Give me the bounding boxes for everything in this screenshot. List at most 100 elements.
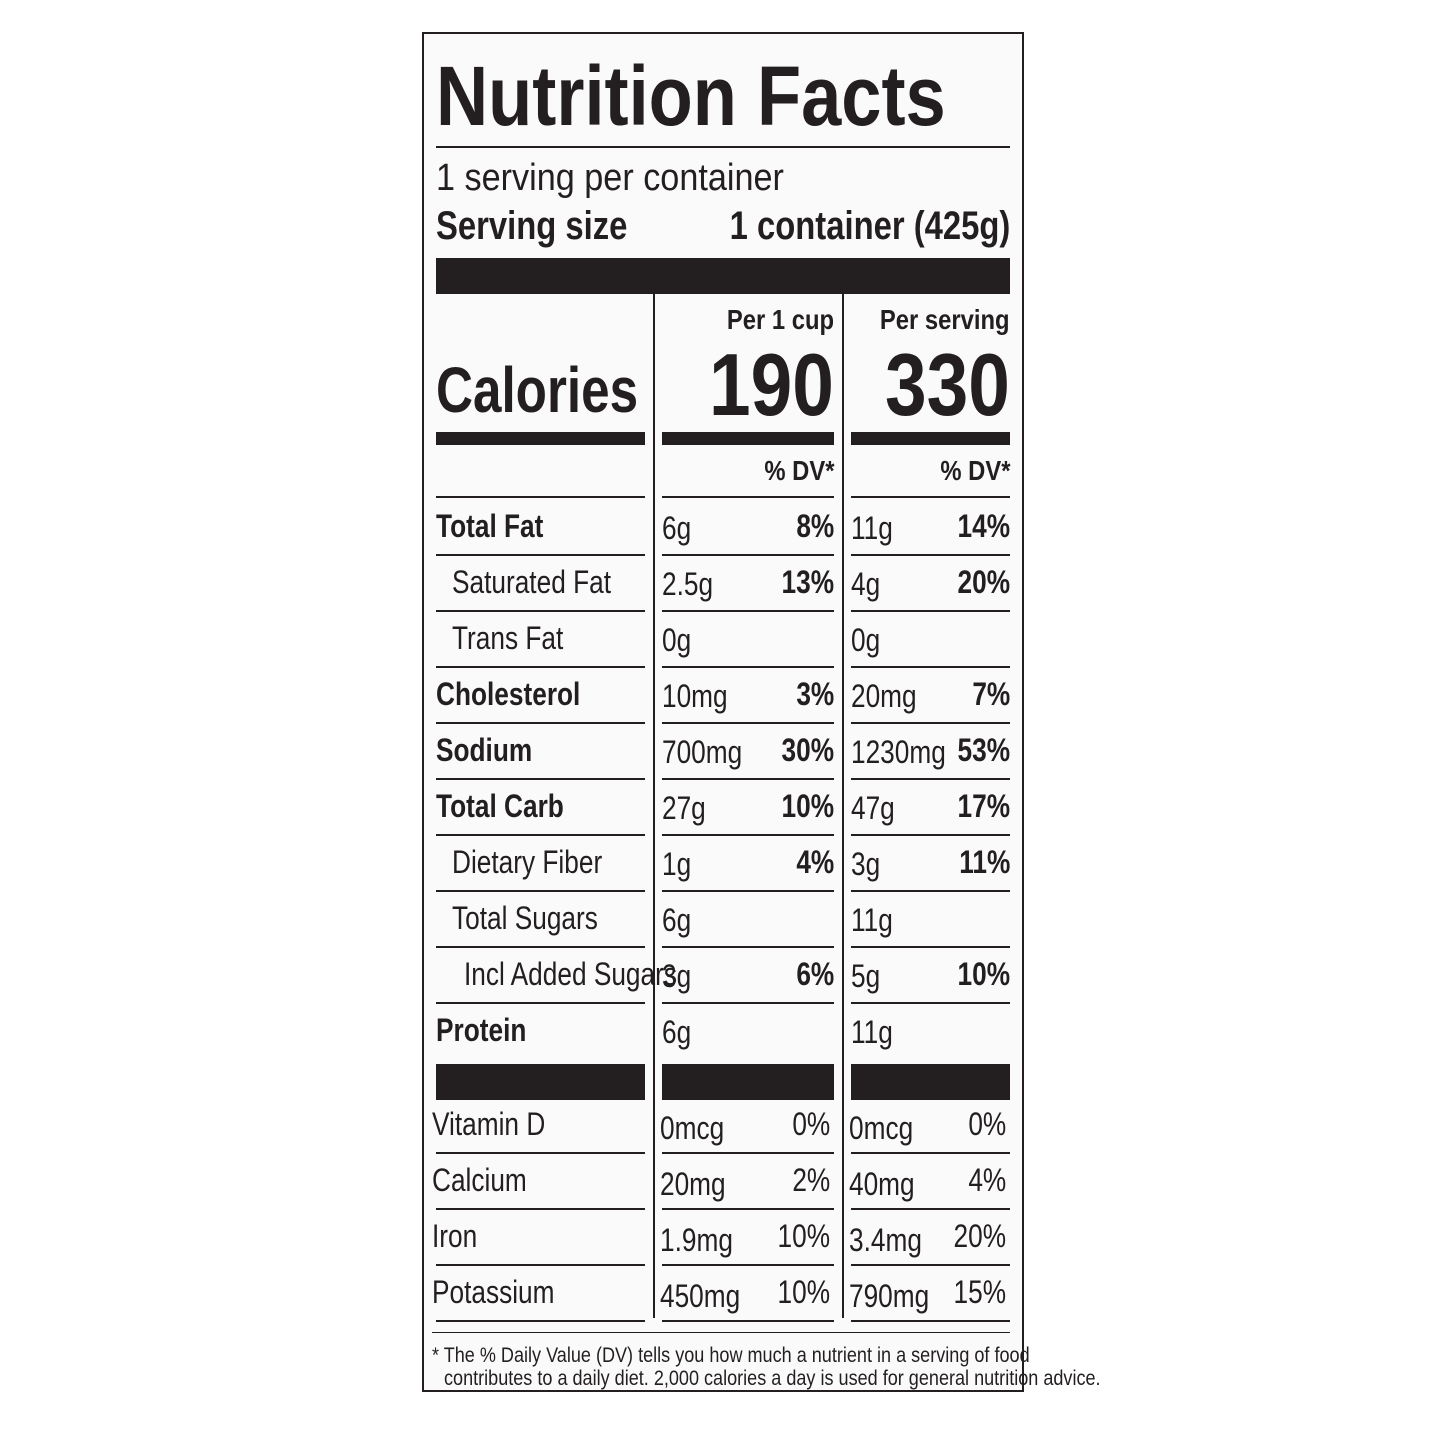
daily-value: 10% (777, 1218, 830, 1254)
daily-value: 15% (953, 1274, 1006, 1310)
row-rule (662, 1064, 834, 1100)
vitamin-name: Iron (432, 1218, 478, 1254)
nutrient-name: Sodium (436, 732, 533, 768)
row-rule (851, 1152, 1010, 1154)
thick-bar (436, 258, 1010, 294)
nutrient-name: Incl Added Sugars (464, 956, 677, 992)
amount: 6g (662, 1014, 692, 1050)
column-header: Per 1 cup (726, 304, 834, 335)
amount: 27g (662, 790, 706, 826)
amount: 47g (851, 790, 895, 826)
amount: 20mg (660, 1166, 726, 1202)
daily-value: 11% (958, 844, 1010, 880)
amount: 10mg (662, 678, 728, 714)
amount: 1g (662, 846, 692, 882)
nutrient-name: Total Carb (436, 788, 564, 824)
daily-value: 4% (796, 844, 834, 880)
row-rule (662, 890, 834, 892)
amount: 3g (662, 958, 692, 994)
col-divider (653, 294, 655, 1318)
amount: 11g (851, 510, 893, 546)
row-rule (851, 496, 1010, 498)
footnote: contributes to a daily diet. 2,000 calor… (444, 1366, 1101, 1390)
row-rule (662, 1152, 834, 1154)
amount: 1230mg (851, 734, 946, 770)
nutrient-name: Total Fat (436, 508, 544, 544)
amount: 4g (851, 566, 881, 602)
row-rule (662, 1264, 834, 1266)
row-rule (851, 722, 1010, 724)
row-rule (662, 778, 834, 780)
row-rule (662, 666, 834, 668)
row-rule (851, 778, 1010, 780)
row-rule (851, 1002, 1010, 1004)
row-rule (436, 778, 645, 780)
daily-value: 6% (796, 956, 834, 992)
row-rule (436, 496, 645, 498)
row-rule (851, 1264, 1010, 1266)
row-rule (436, 1064, 645, 1100)
nutrient-name: Cholesterol (436, 676, 581, 712)
row-rule (436, 890, 645, 892)
amount: 6g (662, 902, 692, 938)
row-rule (851, 890, 1010, 892)
row-rule (662, 554, 834, 556)
row-rule (851, 610, 1010, 612)
daily-value: 30% (781, 732, 834, 768)
amount: 2.5g (662, 566, 714, 602)
vitamin-name: Calcium (432, 1162, 527, 1198)
daily-value: 13% (781, 564, 834, 600)
calories-value: 330 (885, 335, 1010, 434)
nutrient-name: Trans Fat (452, 620, 564, 656)
row-rule (436, 834, 645, 836)
serving-size-label: Serving size (436, 204, 628, 248)
column-header: Per serving (880, 304, 1010, 335)
dv-header: % DV* (939, 455, 1010, 486)
vitamin-name: Vitamin D (432, 1106, 546, 1142)
row-rule (851, 1064, 1010, 1100)
dv-header: % DV* (763, 455, 834, 486)
servings: 1 serving per container (436, 157, 784, 199)
row-rule (662, 834, 834, 836)
daily-value: 3% (796, 676, 834, 712)
daily-value: 17% (957, 788, 1010, 824)
col-divider (842, 294, 844, 1318)
row-rule (436, 554, 645, 556)
amount: 11g (851, 1014, 893, 1050)
daily-value: 0% (792, 1106, 830, 1142)
row-rule (662, 946, 834, 948)
amount: 5g (851, 958, 881, 994)
calories-bar (851, 432, 1010, 445)
row-rule (436, 1208, 645, 1210)
row-rule (851, 1320, 1010, 1322)
row-rule (436, 1152, 645, 1154)
calories-value: 190 (709, 335, 834, 434)
nutrient-name: Total Sugars (452, 900, 598, 936)
title: Nutrition Facts (436, 49, 946, 143)
amount: 450mg (660, 1278, 741, 1314)
calories-label: Calories (436, 354, 639, 426)
row-rule (436, 1002, 645, 1004)
row-rule (662, 722, 834, 724)
daily-value: 20% (953, 1218, 1006, 1254)
amount: 0mcg (849, 1110, 914, 1146)
row-rule (851, 834, 1010, 836)
row-rule (436, 722, 645, 724)
amount: 6g (662, 510, 692, 546)
calories-bar (662, 432, 834, 445)
amount: 20mg (851, 678, 917, 714)
title-rule (436, 146, 1010, 148)
amount: 3.4mg (849, 1222, 922, 1258)
row-rule (851, 1208, 1010, 1210)
nutrient-name: Dietary Fiber (452, 844, 603, 880)
row-rule (436, 666, 645, 668)
row-rule (436, 946, 645, 948)
nutrient-name: Protein (436, 1012, 527, 1048)
amount: 0g (662, 622, 692, 658)
row-rule (662, 1002, 834, 1004)
amount: 1.9mg (660, 1222, 733, 1258)
row-rule (662, 496, 834, 498)
calories-bar (436, 432, 645, 445)
amount: 0g (851, 622, 881, 658)
